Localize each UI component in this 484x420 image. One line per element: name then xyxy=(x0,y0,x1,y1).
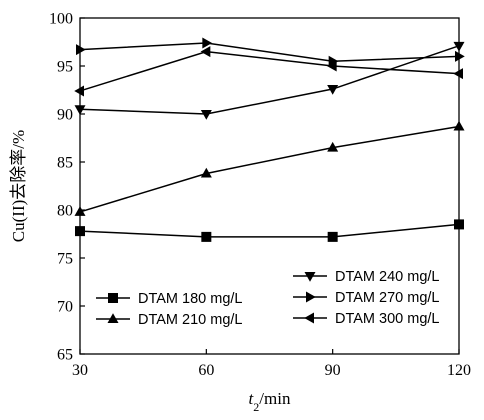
series-line xyxy=(79,223,460,238)
data-point xyxy=(327,141,339,152)
data-point xyxy=(75,226,85,237)
series-dtam-210-mg-l xyxy=(74,120,465,216)
data-point xyxy=(74,206,86,216)
data-point xyxy=(202,37,213,49)
y-tick-label: 85 xyxy=(57,155,73,172)
data-point xyxy=(74,85,84,97)
data-point xyxy=(327,231,338,242)
legend-item: DTAM 180 mg/L xyxy=(96,291,243,307)
legend-label: DTAM 270 mg/L xyxy=(335,290,440,306)
series-dtam-270-mg-l xyxy=(76,37,465,67)
legend-marker xyxy=(304,312,314,324)
legend-marker xyxy=(107,313,119,323)
y-tick-label: 90 xyxy=(57,107,73,124)
series-dtam-240-mg-l xyxy=(74,41,465,120)
data-point xyxy=(76,44,86,56)
x-tick-label: 60 xyxy=(198,362,214,379)
series-dtam-180-mg-l xyxy=(75,219,464,242)
x-tick-label: 120 xyxy=(447,362,471,379)
y-axis-label: Cu(II)去除率/% xyxy=(9,130,28,242)
data-point xyxy=(200,110,212,120)
y-tick-label: 95 xyxy=(57,59,73,76)
y-tick-label: 100 xyxy=(49,11,73,28)
series-dtam-300-mg-l xyxy=(74,46,463,97)
legend-label: DTAM 180 mg/L xyxy=(138,291,243,307)
legend-item: DTAM 270 mg/L xyxy=(293,290,440,306)
data-point xyxy=(327,85,339,95)
legend-marker xyxy=(108,293,118,303)
legend-marker xyxy=(304,272,316,282)
x-axis-label: t2/min xyxy=(249,389,291,414)
y-tick-label: 70 xyxy=(57,299,73,316)
y-tick-label: 75 xyxy=(57,251,73,268)
legend: DTAM 180 mg/L DTAM 210 mg/L DTAM 240 mg/L D… xyxy=(96,269,440,328)
data-point xyxy=(200,167,212,178)
data-point xyxy=(326,60,337,72)
x-tick-label: 90 xyxy=(325,362,341,379)
legend-item: DTAM 300 mg/L xyxy=(293,311,440,327)
legend-marker xyxy=(306,291,316,303)
legend-label: DTAM 210 mg/L xyxy=(138,312,243,328)
legend-label: DTAM 240 mg/L xyxy=(335,269,440,285)
data-point xyxy=(455,50,465,62)
legend-label: DTAM 300 mg/L xyxy=(335,311,440,327)
series-line xyxy=(79,50,460,92)
y-tick-label: 65 xyxy=(57,347,73,364)
legend-item: DTAM 240 mg/L xyxy=(293,269,440,285)
plot-frame xyxy=(79,17,460,355)
legend-item: DTAM 210 mg/L xyxy=(96,312,243,328)
data-point xyxy=(453,120,465,131)
data-point xyxy=(200,46,211,58)
series-line xyxy=(79,42,460,62)
data-point xyxy=(201,231,212,242)
x-tick-label: 30 xyxy=(72,362,88,379)
data-point xyxy=(453,41,465,52)
y-tick-label: 80 xyxy=(57,203,73,220)
series-line xyxy=(79,125,460,213)
series-line xyxy=(79,45,460,115)
data-point xyxy=(453,68,463,80)
data-point xyxy=(74,105,86,115)
data-point xyxy=(454,219,464,230)
